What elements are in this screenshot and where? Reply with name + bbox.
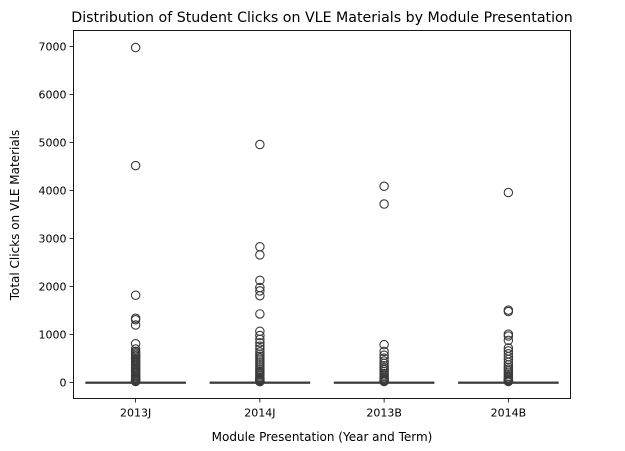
y-tick-label: 6000 [39, 89, 67, 102]
outlier-point [503, 306, 514, 317]
plot-frame [73, 30, 571, 399]
outlier-point [503, 376, 514, 387]
box-group [458, 187, 559, 387]
outlier-point [379, 199, 389, 209]
box-group [209, 139, 311, 387]
outlier-point [379, 353, 389, 363]
outlier-point [379, 339, 389, 350]
y-tick-label: 5000 [39, 137, 67, 150]
outlier-point [255, 275, 265, 286]
x-tick-label: 2014B [491, 407, 527, 420]
outlier-point [130, 42, 141, 53]
plot-area: 0 1000 2000 3000 4000 5000 6000 7000 2013J 2014J 2… [39, 41, 559, 420]
outlier-point [255, 290, 265, 301]
outlier-point [130, 338, 141, 349]
outlier-point [503, 335, 514, 346]
x-axis-label: Module Presentation (Year and Term) [212, 430, 433, 444]
y-tick-label: 0 [60, 377, 67, 390]
y-tick-label: 4000 [39, 185, 67, 198]
outlier-point [130, 376, 141, 387]
outlier-point [379, 376, 389, 387]
outlier-point [379, 346, 389, 357]
outlier-point [255, 242, 265, 252]
outlier-point [255, 139, 265, 150]
outlier-point [255, 376, 265, 387]
outlier-point [130, 290, 141, 300]
chart-title: Distribution of Student Clicks on VLE Ma… [71, 10, 572, 26]
outlier-point [503, 187, 514, 198]
y-tick-label: 2000 [39, 281, 67, 294]
outlier-point [130, 160, 141, 171]
y-tick-label: 1000 [39, 329, 67, 342]
box-group [85, 42, 186, 387]
outlier-point [130, 320, 141, 330]
y-tick-label: 7000 [39, 41, 67, 54]
outlier-point [130, 314, 141, 325]
x-tick-label: 2014J [244, 407, 275, 420]
y-tick-label: 3000 [39, 233, 67, 246]
outlier-point [255, 309, 265, 319]
outlier-point [503, 354, 514, 365]
y-axis-label: Total Clicks on VLE Materials [8, 130, 22, 302]
x-tick-label: 2013J [120, 407, 151, 420]
box-group [333, 181, 435, 387]
outlier-point [255, 334, 265, 345]
outlier-point [379, 181, 389, 192]
outlier-point [255, 286, 265, 296]
outlier-point [255, 338, 265, 348]
outlier-point [255, 344, 265, 354]
x-tick-label: 2013B [366, 407, 402, 420]
outlier-point [503, 331, 514, 341]
outlier-point [255, 250, 265, 260]
outlier-point [255, 330, 265, 341]
